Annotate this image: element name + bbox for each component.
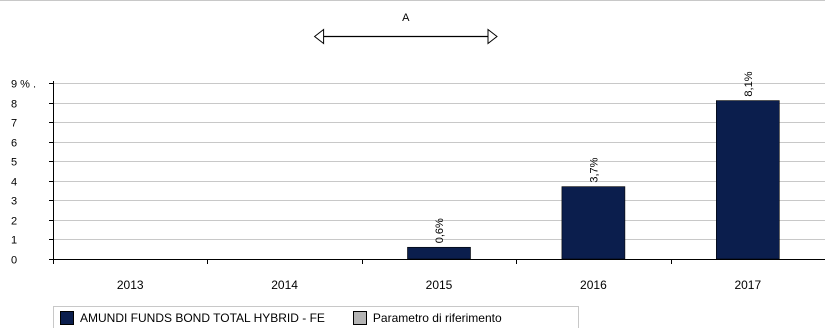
y-tick-label: 5 (11, 157, 17, 169)
legend-label-fund: AMUNDI FUNDS BOND TOTAL HYBRID - FE (80, 310, 325, 325)
bar (561, 186, 626, 260)
legend: AMUNDI FUNDS BOND TOTAL HYBRID - FE Para… (53, 306, 579, 328)
bars: 0,6% 3,7% 8,1% (407, 71, 780, 260)
y-tick-label: 8 (11, 99, 17, 111)
arrow-right-icon (487, 28, 498, 45)
legend-item-fund: AMUNDI FUNDS BOND TOTAL HYBRID - FE (60, 310, 325, 325)
legend-swatch-benchmark (352, 310, 367, 325)
y-tick-label: 7 (11, 118, 17, 130)
arrow-left-icon (313, 28, 325, 45)
x-tick-label: 2016 (580, 278, 607, 292)
data-label: 8,1% (743, 71, 755, 96)
period-annotation: A (313, 12, 498, 45)
y-tick-label: 0 (11, 255, 17, 267)
annotation-label: A (402, 12, 410, 24)
y-tick-label: 3 (11, 196, 17, 208)
x-tick-label: 2014 (271, 278, 298, 292)
y-tick-label: 2 (11, 216, 17, 228)
legend-label-benchmark: Parametro di riferimento (372, 310, 502, 325)
gridlines (53, 83, 825, 240)
data-label: 0,6% (434, 218, 446, 243)
x-tick-label: 2015 (426, 278, 453, 292)
x-tick-label: 2017 (734, 278, 761, 292)
x-tick-label: 2013 (117, 278, 144, 292)
legend-item-benchmark: Parametro di riferimento (352, 310, 502, 325)
legend-swatch-fund (60, 310, 74, 325)
bar (407, 246, 471, 260)
y-tick-label: 4 (11, 177, 17, 189)
y-tick-label: 1 (11, 235, 17, 247)
y-tick-label: 6 (11, 138, 17, 150)
data-label: 3,7% (588, 157, 600, 182)
x-axis: 2013 2014 2015 2016 2017 (53, 259, 825, 292)
y-tick-label: 9 % . (11, 79, 36, 91)
y-axis: 0 1 2 3 4 5 6 7 8 9 % . (11, 79, 54, 267)
bar (715, 100, 780, 260)
